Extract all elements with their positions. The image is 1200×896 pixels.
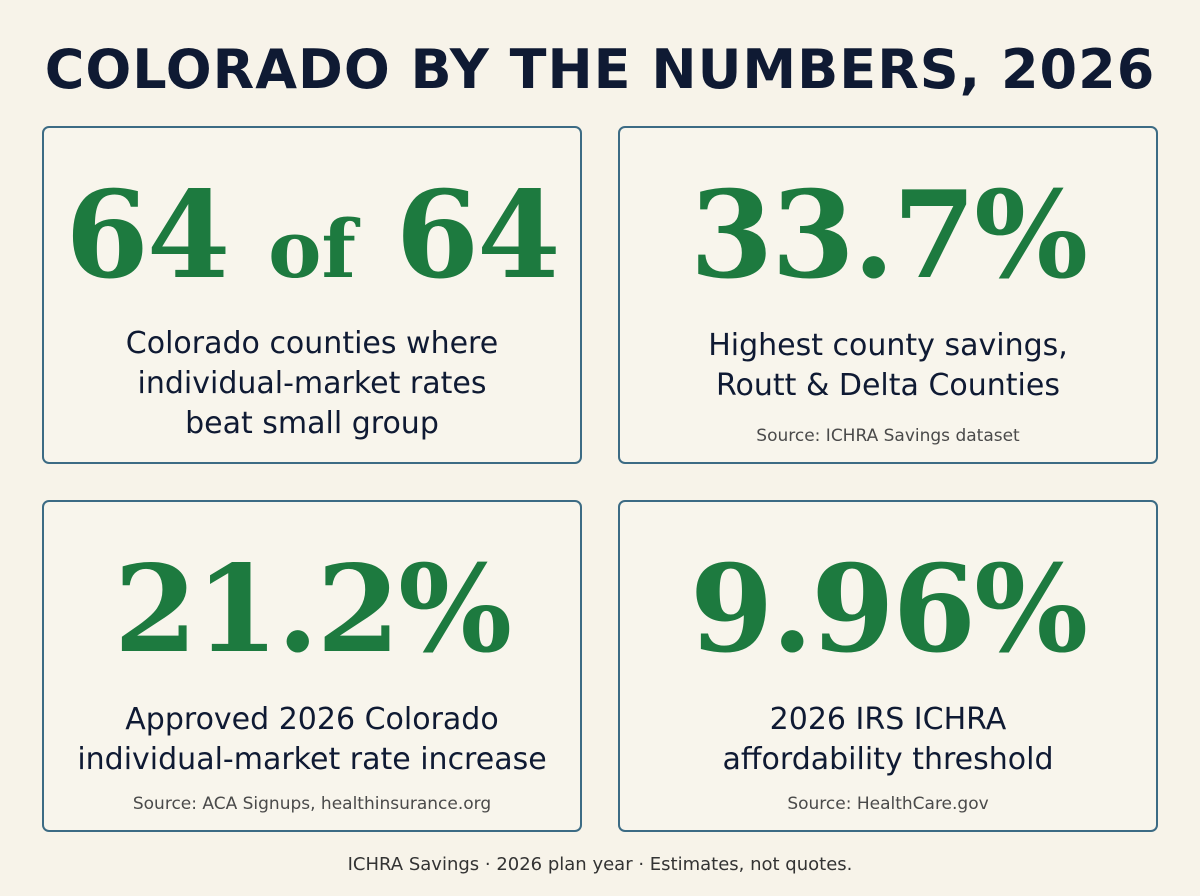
description-line: Colorado counties where bbox=[125, 326, 499, 361]
stat-card-highest-savings: 33.7% Highest county savings, Routt & De… bbox=[618, 126, 1158, 464]
stat-value: 33.7% bbox=[689, 165, 1088, 306]
stat-description: 2026 IRS ICHRA affordability threshold bbox=[620, 700, 1156, 780]
stat-card-affordability: 9.96% 2026 IRS ICHRA affordability thres… bbox=[618, 500, 1158, 832]
page-title: COLORADO BY THE NUMBERS, 2026 bbox=[44, 38, 1156, 101]
stat-source: Source: ACA Signups, healthinsurance.org bbox=[132, 794, 492, 814]
footer-note: ICHRA Savings · 2026 plan year · Estimat… bbox=[347, 854, 853, 875]
description-line: affordability threshold bbox=[722, 742, 1054, 777]
stat-description: Colorado counties where individual-marke… bbox=[44, 324, 580, 444]
stat-description: Approved 2026 Colorado individual-market… bbox=[44, 700, 580, 780]
stat-card-rate-increase: 21.2% Approved 2026 Colorado individual-… bbox=[42, 500, 582, 832]
stat-value: 9.96% bbox=[689, 539, 1088, 680]
stat-card-counties: 64 of 64 Colorado counties where individ… bbox=[42, 126, 582, 464]
stat-value-part: 64 bbox=[65, 165, 230, 306]
stat-description: Highest county savings, Routt & Delta Co… bbox=[620, 326, 1156, 406]
stat-value: 21.2% bbox=[113, 539, 512, 680]
stat-value-connector: of bbox=[268, 202, 356, 296]
stat-value: 64 of 64 bbox=[44, 166, 580, 319]
stat-source: Source: HealthCare.gov bbox=[787, 794, 989, 814]
description-line: beat small group bbox=[185, 406, 439, 441]
description-line: individual-market rate increase bbox=[77, 742, 547, 777]
description-line: individual-market rates bbox=[137, 366, 487, 401]
description-line: Approved 2026 Colorado bbox=[125, 702, 499, 737]
stat-source: Source: ICHRA Savings dataset bbox=[756, 426, 1020, 446]
description-line: 2026 IRS ICHRA bbox=[769, 702, 1007, 737]
description-line: Routt & Delta Counties bbox=[716, 368, 1060, 403]
stat-value-part: 64 bbox=[395, 165, 561, 306]
description-line: Highest county savings, bbox=[708, 328, 1068, 363]
